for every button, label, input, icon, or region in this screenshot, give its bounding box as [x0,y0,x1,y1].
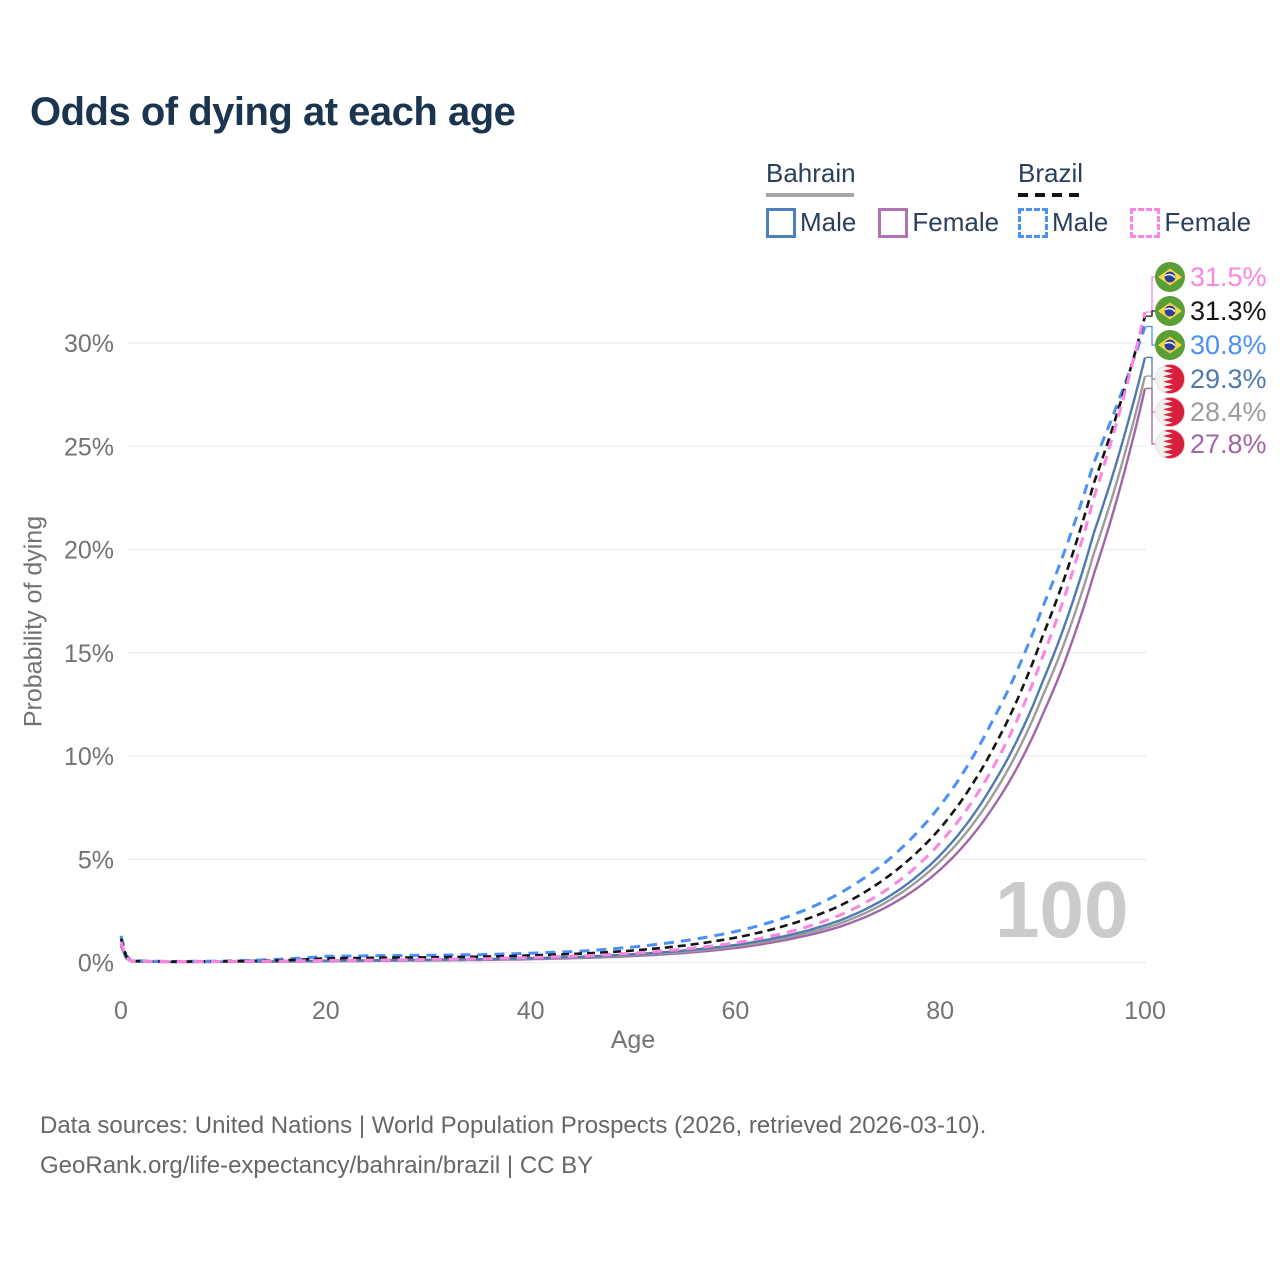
footer: Data sources: United Nations | World Pop… [40,1106,986,1186]
page-title: Odds of dying at each age [30,90,516,134]
brazil-line-style-sample [1018,193,1084,197]
y-tick-label: 5% [78,846,114,874]
legend-item-bahrain-female[interactable]: Female [878,207,999,238]
legend-label: Female [1164,207,1252,237]
legend-item-bahrain-male[interactable]: Male [766,207,856,238]
bahrain-flag-icon [1155,396,1186,428]
legend-label: Male [1052,207,1109,237]
legend-label: Male [800,207,857,237]
series-line-bahrain-male[interactable] [119,357,1147,964]
axis-tick-labels: 0% 5% 10% 15% 20% 25% 30% 0 20 40 60 80 100 [64,330,1166,1025]
end-value-brazil-both: 31.3% [1190,296,1267,326]
end-label-leader [1146,325,1157,346]
end-label-leader [1146,356,1157,380]
brazil-flag-icon [1154,261,1186,293]
bahrain-line-style-sample [766,193,854,197]
end-value-bahrain-male: 29.3% [1190,364,1267,394]
y-tick-label: 15% [64,640,114,668]
end-label-leader [1146,276,1157,313]
y-tick-label: 20% [64,537,114,565]
data-series [119,311,1147,964]
legend-group-brazil: Brazil Male Female [1018,158,1251,238]
bahrain-female-swatch-icon [878,207,909,238]
data-source-line: Data sources: United Nations | World Pop… [40,1112,987,1139]
y-tick-label: 25% [64,433,114,461]
x-tick-label: 0 [114,997,128,1025]
gridlines [128,342,1146,964]
age-watermark: 100 [995,865,1129,954]
x-tick-label: 100 [1124,997,1166,1025]
brazil-male-swatch-icon [1018,207,1048,238]
attribution-link-line[interactable]: GeoRank.org/life-expectancy/bahrain/braz… [40,1152,594,1179]
series-line-brazil-male[interactable] [119,326,1147,963]
legend-country-brazil[interactable]: Brazil [1018,158,1084,188]
series-line-bahrain-female[interactable] [119,388,1147,964]
legend-item-brazil-female[interactable]: Female [1130,207,1251,238]
y-tick-label: 0% [78,950,114,978]
x-tick-label: 40 [517,997,545,1025]
series-line-brazil-female[interactable] [119,311,1147,964]
y-tick-label: 10% [64,743,114,771]
x-axis-title: Age [610,1026,656,1054]
legend-group-bahrain: Bahrain Male Female [766,158,999,238]
end-labels: 31.5% 31.3% 30.8% 29.3%28.4%27.8% [1146,261,1267,460]
legend-label: Female [912,207,1000,237]
y-axis-title: Probability of dying [19,515,48,728]
bahrain-flag-icon [1155,363,1186,395]
series-line-bahrain-both[interactable] [119,375,1147,964]
legend-country-bahrain[interactable]: Bahrain [766,158,856,188]
brazil-flag-icon [1154,329,1186,361]
x-tick-label: 60 [721,997,749,1025]
y-tick-label: 30% [64,330,114,358]
x-tick-label: 20 [312,997,340,1025]
end-value-bahrain-both: 28.4% [1190,397,1267,427]
series-line-brazil-both[interactable] [119,315,1147,963]
bahrain-male-swatch-icon [766,207,796,238]
legend-item-brazil-male[interactable]: Male [1018,207,1108,238]
end-label-leader [1146,310,1157,317]
bahrain-flag-icon [1155,428,1186,460]
end-value-brazil-male: 30.8% [1190,330,1267,360]
end-value-bahrain-female: 27.8% [1190,429,1267,459]
brazil-flag-icon [1154,295,1186,327]
x-tick-label: 80 [926,997,954,1025]
brazil-female-swatch-icon [1130,207,1161,238]
end-label-leader [1146,387,1157,445]
end-value-brazil-female: 31.5% [1190,262,1267,292]
